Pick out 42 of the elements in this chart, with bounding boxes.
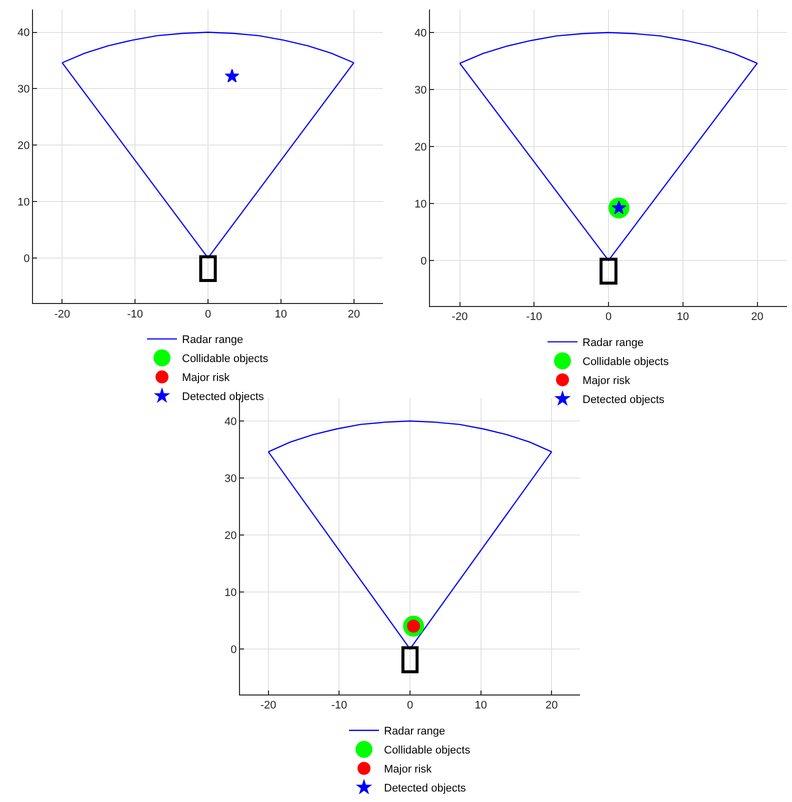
x-tick-label: 20	[546, 700, 558, 712]
y-tick-label: 10	[224, 586, 237, 599]
x-tick-label: -20	[260, 700, 276, 712]
y-tick-label: 0	[420, 255, 427, 268]
x-tick-label: 10	[474, 700, 487, 712]
x-tick-label: 0	[605, 311, 612, 324]
legend-label: Radar range	[182, 334, 244, 346]
y-tick-label: 30	[414, 84, 427, 96]
legend-label: Major risk	[182, 372, 230, 384]
legend-label: Collidable objects	[182, 353, 269, 366]
legend-label: Radar range	[582, 337, 644, 350]
y-tick-label: 20	[224, 530, 237, 542]
x-tick-label: 10	[676, 311, 690, 324]
y-tick-label: 10	[18, 196, 30, 208]
y-tick-label: 40	[18, 27, 30, 40]
y-tick-label: 20	[18, 140, 30, 152]
x-tick-label: 20	[751, 311, 764, 324]
x-tick-label: -10	[526, 311, 542, 324]
legend-label: Major risk	[582, 375, 631, 388]
y-tick-label: 40	[414, 27, 427, 40]
y-tick-label: 30	[18, 84, 30, 96]
x-tick-label: 0	[406, 700, 414, 712]
x-tick-label: 20	[348, 308, 360, 320]
y-tick-label: 0	[230, 644, 237, 656]
x-tick-label: 0	[204, 308, 212, 320]
y-tick-label: 40	[224, 416, 237, 428]
legend-label: Collidable objects	[582, 356, 670, 368]
x-tick-label: -20	[54, 308, 70, 320]
x-tick-label: -20	[452, 311, 468, 324]
legend-label: Detected objects	[182, 391, 264, 404]
legend-label: Detected objects	[582, 394, 665, 406]
x-tick-label: -10	[331, 700, 348, 712]
x-tick-label: 10	[274, 308, 288, 320]
legend-label: Major risk	[384, 764, 432, 776]
legend-label: Detected objects	[384, 782, 466, 795]
x-tick-label: -10	[127, 308, 144, 320]
y-tick-label: 10	[414, 198, 427, 210]
y-tick-label: 20	[414, 141, 427, 154]
legend-label: Radar range	[384, 726, 446, 738]
y-tick-label: 30	[224, 472, 237, 485]
legend-label: Collidable objects	[384, 744, 471, 757]
y-tick-label: 0	[24, 252, 30, 265]
